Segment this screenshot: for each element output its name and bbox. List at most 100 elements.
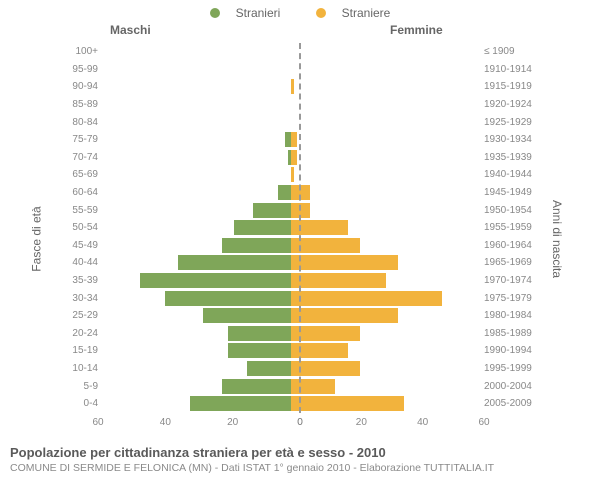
x-tick: 0: [297, 417, 303, 428]
bar-container-female: [291, 185, 480, 200]
bar-container-male: [102, 326, 291, 341]
birth-tick: 1960-1964: [480, 240, 538, 251]
x-tick: 20: [227, 417, 238, 428]
bar-container-male: [102, 44, 291, 59]
legend-swatch-male: [210, 8, 220, 18]
bar-female: [291, 396, 404, 411]
legend-swatch-female: [316, 8, 326, 18]
bar-female: [291, 255, 398, 270]
x-tick: 20: [356, 417, 367, 428]
bar-female: [291, 308, 398, 323]
bar-container-male: [102, 273, 291, 288]
bar-container-male: [102, 62, 291, 77]
birth-tick: 1940-1944: [480, 169, 538, 180]
legend-label-male: Stranieri: [236, 6, 281, 20]
age-tick: 0-4: [62, 398, 102, 409]
x-tick: 40: [160, 417, 171, 428]
bar-female: [291, 326, 360, 341]
age-tick: 25-29: [62, 310, 102, 321]
age-tick: 35-39: [62, 275, 102, 286]
x-tick: 60: [92, 417, 103, 428]
birth-tick: 1915-1919: [480, 81, 538, 92]
age-tick: 75-79: [62, 134, 102, 145]
bar-container-female: [291, 62, 480, 77]
birth-tick: 2000-2004: [480, 381, 538, 392]
age-tick: 10-14: [62, 363, 102, 374]
bar-male: [278, 185, 291, 200]
bar-container-female: [291, 203, 480, 218]
bar-male: [203, 308, 291, 323]
bar-container-female: [291, 44, 480, 59]
bar-male: [190, 396, 291, 411]
birth-tick: 1975-1979: [480, 293, 538, 304]
legend-label-female: Straniere: [342, 6, 391, 20]
bar-container-male: [102, 238, 291, 253]
bar-male: [228, 326, 291, 341]
bar-container-male: [102, 167, 291, 182]
birth-tick: 1955-1959: [480, 222, 538, 233]
age-tick: 50-54: [62, 222, 102, 233]
bar-female: [291, 379, 335, 394]
bar-male: [140, 273, 291, 288]
bar-male: [253, 203, 291, 218]
bar-female: [291, 273, 386, 288]
plot-area: Fasce di età Anni di nascita 100+≤ 19099…: [0, 39, 600, 439]
side-titles: Maschi Femmine: [0, 23, 600, 39]
age-tick: 95-99: [62, 64, 102, 75]
bar-container-male: [102, 220, 291, 235]
bar-container-male: [102, 308, 291, 323]
bar-container-female: [291, 343, 480, 358]
birth-tick: 1920-1924: [480, 99, 538, 110]
age-tick: 5-9: [62, 381, 102, 392]
age-tick: 55-59: [62, 205, 102, 216]
bar-container-female: [291, 291, 480, 306]
bar-male: [222, 238, 291, 253]
birth-tick: 1935-1939: [480, 152, 538, 163]
bar-male: [234, 220, 291, 235]
bar-container-male: [102, 132, 291, 147]
birth-tick: 1945-1949: [480, 187, 538, 198]
bar-female: [291, 361, 360, 376]
caption: Popolazione per cittadinanza straniera p…: [0, 439, 600, 484]
birth-tick: ≤ 1909: [480, 46, 538, 57]
age-tick: 85-89: [62, 99, 102, 110]
caption-title: Popolazione per cittadinanza straniera p…: [10, 445, 590, 460]
birth-tick: 1985-1989: [480, 328, 538, 339]
birth-tick: 1930-1934: [480, 134, 538, 145]
x-tick: 40: [417, 417, 428, 428]
birth-tick: 1950-1954: [480, 205, 538, 216]
bar-female: [291, 291, 442, 306]
bar-container-male: [102, 291, 291, 306]
age-tick: 45-49: [62, 240, 102, 251]
age-tick: 100+: [62, 46, 102, 57]
birth-tick: 1910-1914: [480, 64, 538, 75]
bar-container-male: [102, 150, 291, 165]
bar-male: [247, 361, 291, 376]
bar-container-female: [291, 396, 480, 411]
bar-container-male: [102, 203, 291, 218]
bar-container-female: [291, 115, 480, 130]
legend-item-male: Stranieri: [202, 6, 289, 20]
center-axis: [299, 43, 301, 413]
bar-female: [291, 79, 294, 94]
birth-tick: 1970-1974: [480, 275, 538, 286]
bar-container-female: [291, 238, 480, 253]
bar-male: [178, 255, 291, 270]
bar-container-female: [291, 273, 480, 288]
age-tick: 30-34: [62, 293, 102, 304]
bar-container-male: [102, 379, 291, 394]
x-axis-right: 0204060: [300, 417, 538, 433]
bar-female: [291, 238, 360, 253]
bar-male: [165, 291, 291, 306]
birth-tick: 2005-2009: [480, 398, 538, 409]
bar-female: [291, 132, 297, 147]
bar-container-female: [291, 132, 480, 147]
bar-container-female: [291, 361, 480, 376]
population-pyramid: Stranieri Straniere Maschi Femmine Fasce…: [0, 0, 600, 484]
age-tick: 70-74: [62, 152, 102, 163]
bar-container-male: [102, 97, 291, 112]
yaxis-label-right: Anni di nascita: [550, 200, 564, 278]
age-tick: 60-64: [62, 187, 102, 198]
age-tick: 20-24: [62, 328, 102, 339]
bar-female: [291, 150, 297, 165]
